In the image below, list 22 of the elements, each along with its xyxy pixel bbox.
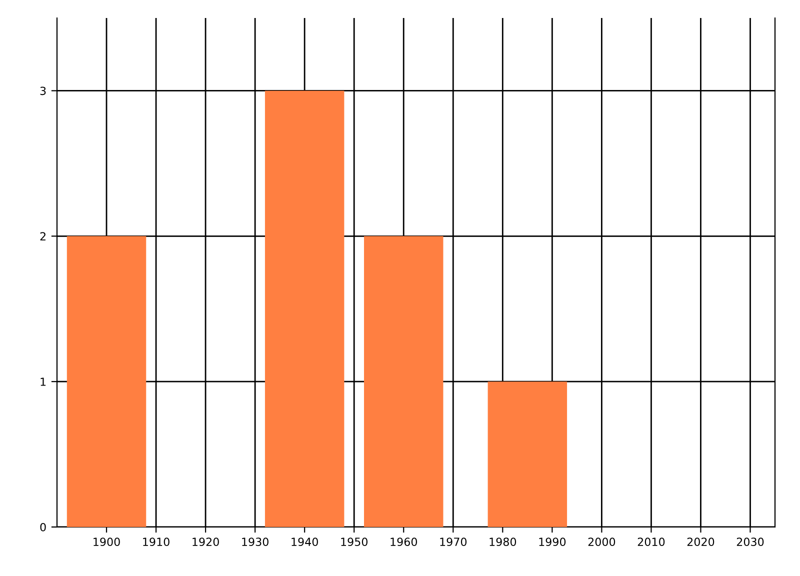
x-tick-label: 1920 bbox=[192, 538, 219, 546]
bar bbox=[264, 90, 344, 527]
x-tick-label: 1990 bbox=[539, 538, 566, 546]
bar bbox=[66, 236, 146, 527]
bar bbox=[488, 382, 568, 527]
x-tick-label: 1980 bbox=[490, 538, 516, 546]
x-tick-label: 1900 bbox=[94, 538, 120, 546]
x-tick-label: 1970 bbox=[440, 538, 467, 546]
x-tick-label: 1950 bbox=[341, 538, 368, 546]
x-tick-label: 1910 bbox=[143, 538, 170, 546]
bar bbox=[364, 236, 444, 527]
x-tick-label: 1960 bbox=[390, 538, 418, 546]
x-tick-label: 2020 bbox=[687, 538, 714, 546]
y-tick-label: 3 bbox=[40, 86, 46, 96]
y-tick-label: 2 bbox=[40, 232, 46, 240]
x-tick-label: 2010 bbox=[638, 538, 665, 546]
y-tick-label: 0 bbox=[40, 522, 46, 532]
x-tick-label: 1930 bbox=[242, 538, 268, 546]
x-tick-label: 2000 bbox=[588, 538, 616, 546]
y-tick-label: 1 bbox=[40, 378, 46, 386]
x-tick-label: 2030 bbox=[736, 538, 764, 546]
x-tick-label: 1940 bbox=[292, 538, 318, 546]
